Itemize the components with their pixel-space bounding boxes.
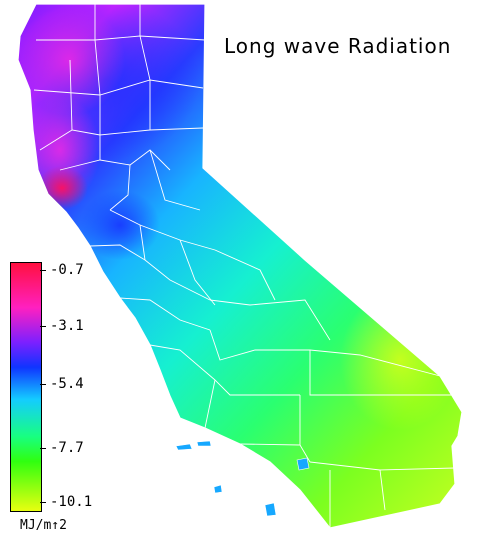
colorbar-tick: [40, 384, 46, 385]
colorbar-tick: [40, 502, 46, 503]
colorbar: [10, 262, 42, 512]
colorbar-tick-label: -3.1: [50, 318, 84, 334]
channel-islands: [175, 440, 310, 517]
county-borders: [33, 4, 456, 528]
colorbar-tick-label: -0.7: [50, 262, 84, 278]
colorbar-tick-label: -7.7: [50, 440, 84, 456]
colorbar-tick-label: -5.4: [50, 376, 84, 392]
colorbar-tick: [40, 326, 46, 327]
colorbar-tick: [40, 270, 46, 271]
colorbar-tick-label: -10.1: [50, 494, 93, 510]
map-title: Long wave Radiation: [224, 34, 452, 58]
state-outline: [17, 3, 463, 529]
colorbar-units: MJ/m↑2: [20, 518, 67, 533]
colorbar-tick: [40, 448, 46, 449]
